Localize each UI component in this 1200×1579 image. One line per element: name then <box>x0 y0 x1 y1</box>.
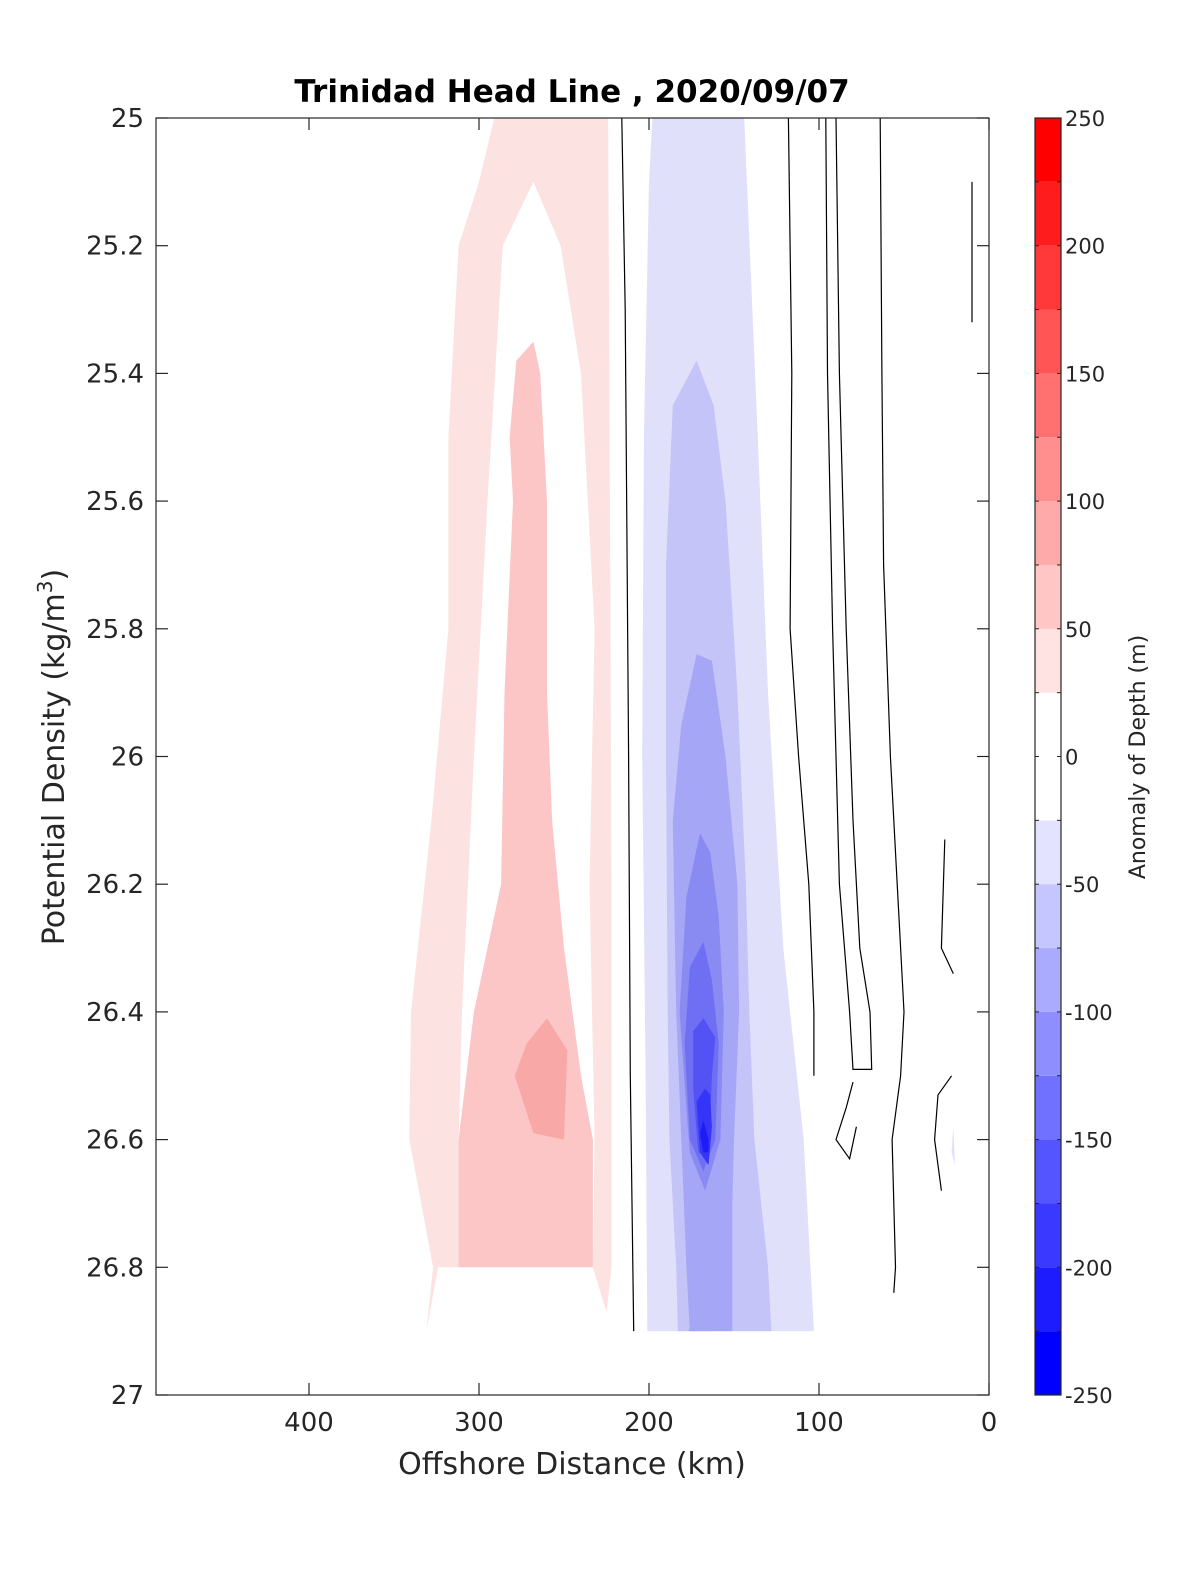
colorbar-segment <box>1035 245 1061 310</box>
y-axis-label-main: Potential Density (kg/m <box>37 593 72 945</box>
contour-line-0 <box>621 117 635 1332</box>
x-tick-label: 400 <box>284 1408 334 1438</box>
filled-region-12 <box>951 1126 955 1166</box>
contour-line-1 <box>787 117 815 1076</box>
x-tick-label: 300 <box>454 1408 504 1438</box>
x-tick-label: 100 <box>794 1408 844 1438</box>
colorbar-segment <box>1035 948 1061 1012</box>
filled-region-11 <box>688 1312 711 1332</box>
y-axis-label-close: ) <box>37 569 72 581</box>
y-axis-label-superscript: 3 <box>33 580 57 593</box>
colorbar-segment <box>1035 118 1061 182</box>
colorbar-segment <box>1035 373 1061 438</box>
x-tick-label: 0 <box>981 1408 998 1438</box>
colorbar-tick-label: 50 <box>1065 618 1092 642</box>
colorbar-segment <box>1035 181 1061 246</box>
colorbar-segment <box>1035 884 1061 949</box>
colorbar-segment <box>1035 1139 1061 1204</box>
colorbar-segment <box>1035 820 1061 885</box>
colorbar: -250 -200 -150 -100 -50 0 50 100 150 200 250 <box>1034 107 1113 1408</box>
colorbar-segment <box>1035 564 1061 629</box>
y-axis-label: Potential Density (kg/m3) <box>33 569 72 945</box>
y-tick-label: 25.8 <box>86 615 144 645</box>
contour-line-7 <box>933 1075 953 1191</box>
y-tick-label: 26.4 <box>86 998 144 1028</box>
contour-line-2 <box>825 117 873 1071</box>
plot-axes: 400 300 200 100 0 25 25.2 25.4 25.6 25.8 26 26.2 26.… <box>86 104 997 1438</box>
colorbar-segment <box>1035 628 1061 693</box>
filled-contours <box>409 118 955 1332</box>
filled-region-1 <box>458 341 593 1268</box>
colorbar-label: Anomaly of Depth (m) <box>1126 635 1151 879</box>
filled-region-10 <box>700 1120 709 1153</box>
colorbar-segment <box>1035 501 1061 565</box>
colorbar-tick-label: 200 <box>1065 235 1105 259</box>
y-tick-label: 25.2 <box>86 232 144 262</box>
colorbar-segment <box>1035 437 1061 502</box>
colorbar-tick-label: 250 <box>1065 107 1105 131</box>
colorbar-tick-label: 0 <box>1065 746 1078 770</box>
y-tick-label: 26.6 <box>86 1126 144 1156</box>
y-tick-label: 26 <box>111 743 144 773</box>
colorbar-tick-label: -200 <box>1065 1256 1113 1280</box>
colorbar-tick-label: 150 <box>1065 362 1105 386</box>
contour-line-3 <box>879 117 905 1293</box>
colorbar-tick-label: 100 <box>1065 490 1105 514</box>
contour-line-4 <box>835 1081 857 1161</box>
colorbar-segment <box>1035 309 1061 374</box>
colorbar-segment <box>1035 692 1061 757</box>
colorbar-segment <box>1035 1203 1061 1268</box>
y-tick-label: 25 <box>111 104 144 134</box>
chart-title: Trinidad Head Line , 2020/09/07 <box>294 74 849 110</box>
colorbar-segment <box>1035 1011 1061 1076</box>
y-tick-label: 25.6 <box>86 487 144 517</box>
x-axis-label: Offshore Distance (km) <box>398 1447 746 1482</box>
y-tick-label: 26.8 <box>86 1253 144 1283</box>
contour-lines <box>621 117 973 1332</box>
contour-line-6 <box>940 839 954 974</box>
x-tick-label: 200 <box>624 1408 674 1438</box>
y-tick-label: 27 <box>111 1381 144 1411</box>
colorbar-tick-label: -250 <box>1065 1384 1113 1408</box>
y-tick-label: 26.2 <box>86 870 144 900</box>
filled-region-2 <box>514 1018 568 1140</box>
colorbar-tick-label: -100 <box>1065 1001 1113 1025</box>
colorbar-tick-label: -150 <box>1065 1129 1113 1153</box>
colorbar-segment <box>1035 1267 1061 1332</box>
colorbar-segment <box>1035 1331 1061 1395</box>
colorbar-segment <box>1035 1075 1061 1140</box>
colorbar-tick-label: -50 <box>1065 873 1099 897</box>
y-tick-label: 25.4 <box>86 359 144 389</box>
colorbar-segment <box>1035 756 1061 821</box>
filled-region-0 <box>409 118 612 1332</box>
